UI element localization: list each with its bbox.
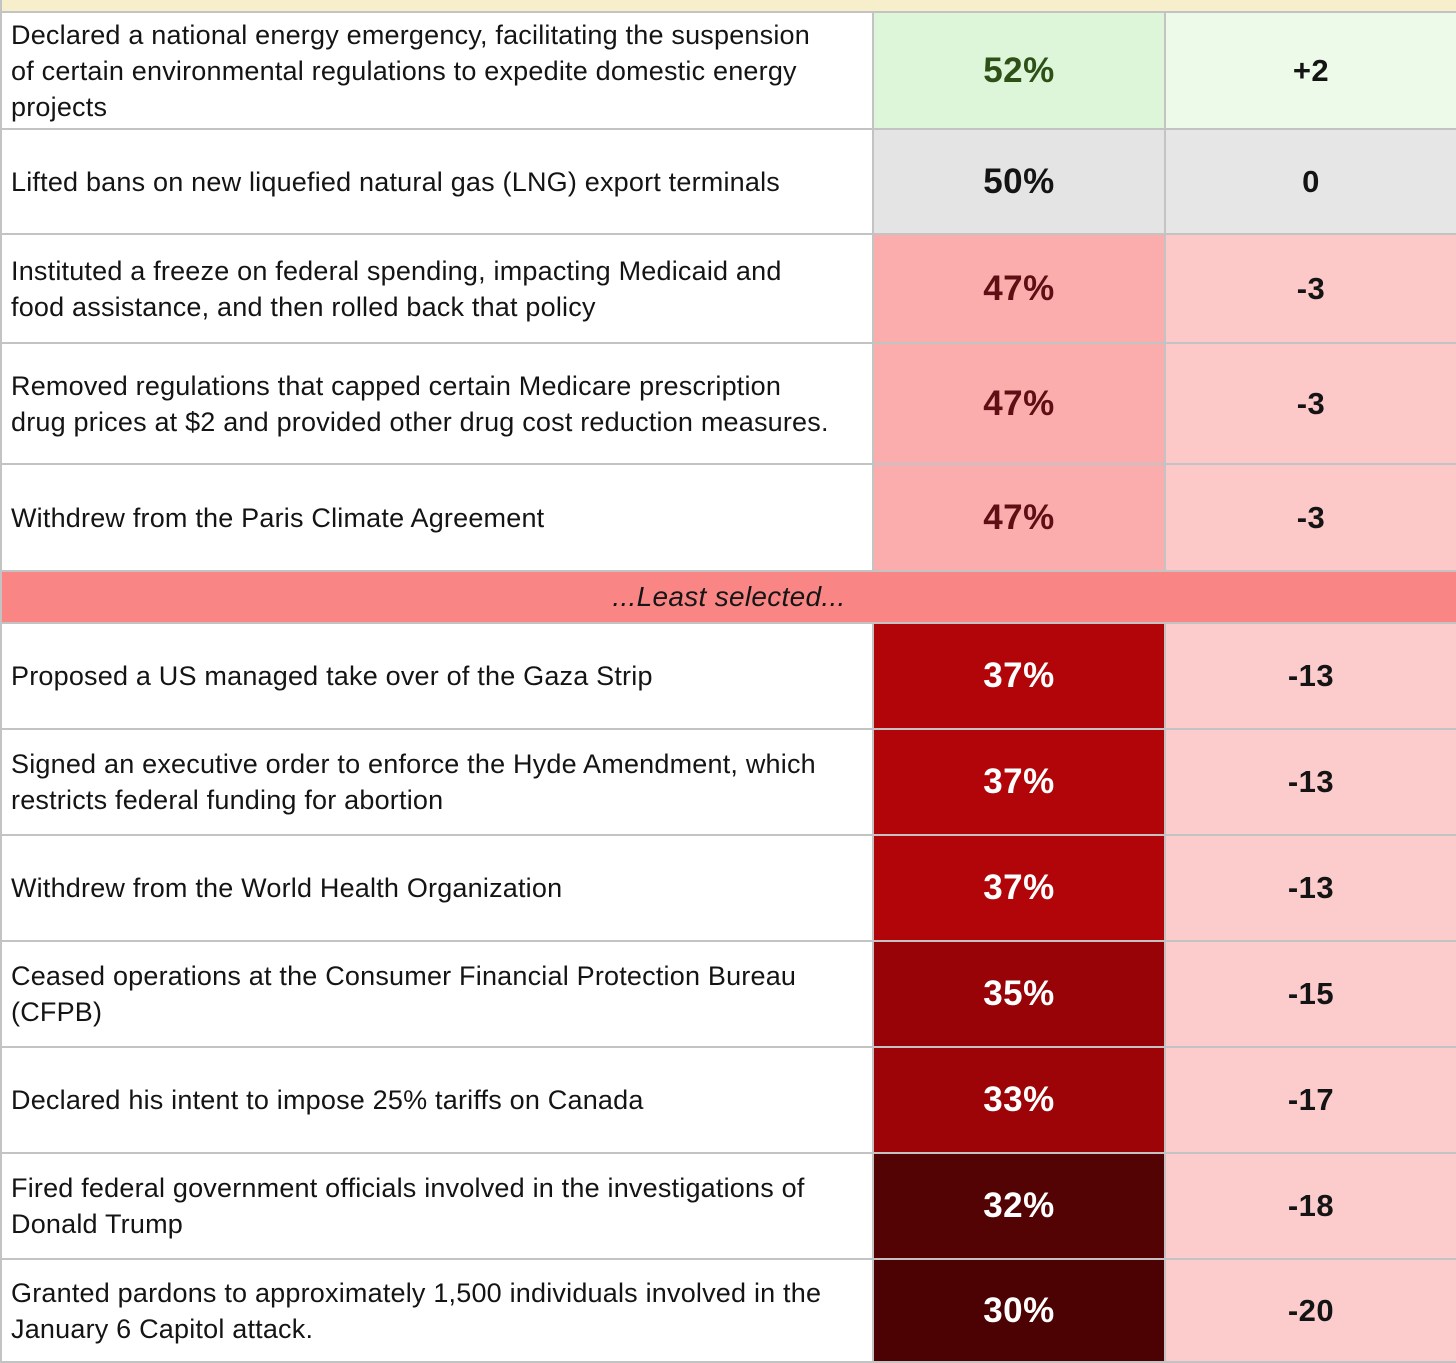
action-description: Lifted bans on new liquefied natural gas… bbox=[11, 166, 781, 197]
table-row: Lifted bans on new liquefied natural gas… bbox=[2, 128, 1456, 233]
least-selected-label: ...Least selected... bbox=[612, 581, 846, 612]
action-description: Signed an executive order to enforce the… bbox=[11, 749, 816, 815]
percent-selected-cell: 32% bbox=[872, 1154, 1164, 1258]
percent-selected-cell: 33% bbox=[872, 1048, 1164, 1152]
table-row: Signed an executive order to enforce the… bbox=[2, 728, 1456, 834]
table-row: Removed regulations that capped certain … bbox=[2, 342, 1456, 463]
table-row: Ceased operations at the Consumer Financ… bbox=[2, 940, 1456, 1046]
action-description: Proposed a US managed take over of the G… bbox=[11, 661, 653, 691]
percent-selected-cell: 47% bbox=[872, 344, 1164, 463]
difference-cell: -18 bbox=[1164, 1154, 1456, 1258]
table-row: Withdrew from the Paris Climate Agreemen… bbox=[2, 463, 1456, 570]
action-description: Withdrew from the Paris Climate Agreemen… bbox=[11, 502, 545, 533]
difference-cell: +2 bbox=[1164, 13, 1456, 128]
percent-selected-cell: 52% bbox=[872, 13, 1164, 128]
action-description: Granted pardons to approximately 1,500 i… bbox=[11, 1277, 822, 1344]
difference-cell: -20 bbox=[1164, 1260, 1456, 1361]
least-selected-divider-row: ...Least selected... bbox=[2, 570, 1456, 622]
action-description: Ceased operations at the Consumer Financ… bbox=[11, 961, 797, 1027]
table-row: Instituted a freeze on federal spending,… bbox=[2, 233, 1456, 342]
percent-selected-cell: 37% bbox=[872, 836, 1164, 940]
difference-cell: 0 bbox=[1164, 130, 1456, 233]
percent-selected-cell: 37% bbox=[872, 624, 1164, 728]
percent-selected-cell: 47% bbox=[872, 465, 1164, 570]
top-strip bbox=[2, 0, 1456, 11]
difference-cell: -13 bbox=[1164, 836, 1456, 940]
table-row: Proposed a US managed take over of the G… bbox=[2, 622, 1456, 728]
action-description: Instituted a freeze on federal spending,… bbox=[11, 255, 782, 322]
percent-selected-cell: 50% bbox=[872, 130, 1164, 233]
difference-cell: -13 bbox=[1164, 730, 1456, 834]
percent-selected-cell: 47% bbox=[872, 235, 1164, 342]
percent-selected-cell: 37% bbox=[872, 730, 1164, 834]
percent-selected-cell: 30% bbox=[872, 1260, 1164, 1361]
table-rows: Declared a national energy emergency, fa… bbox=[2, 11, 1456, 1363]
action-description: Declared his intent to impose 25% tariff… bbox=[11, 1085, 644, 1115]
table-row: Declared his intent to impose 25% tariff… bbox=[2, 1046, 1456, 1152]
table-row: Declared a national energy emergency, fa… bbox=[2, 11, 1456, 128]
action-description: Removed regulations that capped certain … bbox=[11, 370, 829, 437]
percent-selected-cell: 35% bbox=[872, 942, 1164, 1046]
table-row: Granted pardons to approximately 1,500 i… bbox=[2, 1258, 1456, 1363]
table-row: Withdrew from the World Health Organizat… bbox=[2, 834, 1456, 940]
difference-cell: -3 bbox=[1164, 465, 1456, 570]
difference-cell: -3 bbox=[1164, 344, 1456, 463]
difference-cell: -13 bbox=[1164, 624, 1456, 728]
difference-cell: -3 bbox=[1164, 235, 1456, 342]
action-description: Fired federal government officials invol… bbox=[11, 1173, 805, 1239]
table-row: Fired federal government officials invol… bbox=[2, 1152, 1456, 1258]
action-description: Declared a national energy emergency, fa… bbox=[11, 19, 810, 122]
action-description: Withdrew from the World Health Organizat… bbox=[11, 873, 563, 903]
difference-cell: -15 bbox=[1164, 942, 1456, 1046]
difference-cell: -17 bbox=[1164, 1048, 1456, 1152]
